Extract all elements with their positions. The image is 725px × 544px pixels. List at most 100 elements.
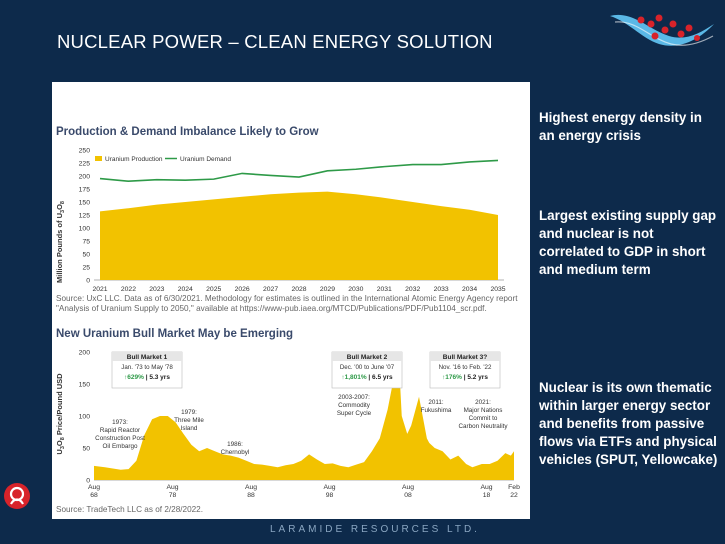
- event-annotation: 2011:Fukushima: [421, 399, 452, 414]
- chart1-x-tick-label: 2022: [121, 286, 136, 293]
- chart1-x-tick-label: 2028: [291, 286, 306, 293]
- chart2-x-tick-label: 88: [247, 492, 255, 499]
- chart1-x-tick-label: 2024: [178, 286, 193, 293]
- event-annotation-line: 2003-2007:: [338, 394, 370, 401]
- bull-market-dates: Dec. '00 to June '07: [340, 364, 395, 371]
- red-atom-logo-icon: [4, 483, 30, 509]
- chart2-x-tick-label: Feb: [508, 484, 520, 491]
- chart1-x-tick-label: 2033: [434, 286, 449, 293]
- chart2-y-tick-label: 50: [82, 446, 90, 453]
- chart1-y-tick-label: 0: [86, 278, 90, 285]
- chart1-x-tick-label: 2026: [235, 286, 250, 293]
- production-demand-chart: Million Pounds of U3O8 0 25 50 75 100 125 150 1…: [55, 148, 506, 294]
- event-annotation-line: Construction Post: [95, 435, 145, 442]
- chart1-x-tick-label: 2034: [462, 286, 477, 293]
- uranium-production-area: [100, 191, 498, 280]
- chart2-title: New Uranium Bull Market May be Emerging: [56, 328, 294, 340]
- event-annotation-line: Commit to: [469, 415, 498, 422]
- chart1-source-line1: Source: UxC LLC. Data as of 6/30/2021. M…: [56, 294, 518, 303]
- uranium-demand-line: [99, 159, 499, 183]
- key-point-energy-density: Highest energy density in an energy cris…: [539, 110, 702, 143]
- chart1-x-tick-label: 2031: [377, 286, 392, 293]
- chart1-y-tick-label: 150: [79, 200, 91, 207]
- chart1-x-tick-label: 2030: [348, 286, 363, 293]
- key-point-supply-gap: Largest existing supply gap and nuclear …: [539, 208, 717, 277]
- chart1-y-tick-label: 125: [79, 213, 91, 220]
- chart2-x-tick-label: Aug: [480, 484, 492, 491]
- bull-market-dates: Jan. '73 to May '78: [121, 364, 173, 371]
- event-annotation-line: 2021:: [475, 399, 491, 406]
- chart2-x-tick-label: 08: [404, 492, 412, 499]
- bull-market-title: Bull Market 3?: [443, 354, 487, 361]
- chart1-x-tick-label: 2021: [92, 286, 107, 293]
- charts-area: Production & Demand Imbalance Likely to …: [52, 82, 530, 519]
- chart2-x-tick-label: Aug: [402, 484, 414, 491]
- chart1-y-tick-label: 225: [79, 161, 91, 168]
- chart2-x-tick-label: Aug: [88, 484, 100, 491]
- event-annotation: 1986:Chernobyl: [221, 441, 250, 456]
- event-annotation-line: Chernobyl: [221, 449, 250, 456]
- chart2-y-tick-label: 0: [86, 478, 90, 485]
- company-logo-icon: [610, 14, 714, 46]
- chart2-x-tick-label: Aug: [245, 484, 257, 491]
- chart1-x-tick-label: 2032: [405, 286, 420, 293]
- chart2-x-tick-label: Aug: [166, 484, 178, 491]
- chart1-title: Production & Demand Imbalance Likely to …: [56, 126, 319, 138]
- bull-market-title: Bull Market 1: [127, 354, 168, 361]
- slide-title: NUCLEAR POWER – CLEAN ENERGY SOLUTION: [57, 31, 493, 52]
- legend-label-production: Uranium Production: [105, 156, 163, 163]
- event-annotation-line: Island: [181, 425, 198, 432]
- bull-market-gain: ↑1,801% | 6.5 yrs: [341, 374, 393, 381]
- footer-strip: [52, 519, 530, 544]
- event-annotation-line: Rapid Reactor: [100, 427, 140, 434]
- bull-market-box: Bull Market 1 Jan. '73 to May '78 ↑629% | …: [111, 351, 183, 389]
- chart2-y-tick-label: 150: [79, 382, 91, 389]
- bull-market-dates: Nov. '16 to Feb. '22: [439, 364, 492, 371]
- chart1-y-tick-label: 250: [79, 148, 91, 155]
- bull-market-box: Bull Market 2 Dec. '00 to June '07 ↑1,801%…: [331, 351, 403, 389]
- event-annotation-line: Commodity: [338, 402, 371, 409]
- chart2-x-tick-label: 22: [510, 492, 518, 499]
- chart2-y-axis-label: U3O8 Price/Pound USD: [55, 373, 66, 455]
- chart2-y-tick-label: 100: [79, 414, 91, 421]
- chart1-x-tick-label: 2025: [206, 286, 221, 293]
- left-border-strip: [0, 82, 52, 544]
- slide-header: [0, 0, 725, 82]
- bull-market-title: Bull Market 2: [347, 354, 388, 361]
- chart1-source-line2: "Analysis of Uranium Supply to 2050," av…: [56, 304, 487, 313]
- legend-swatch-production: [95, 156, 102, 161]
- event-annotation-line: Major Nations: [464, 407, 503, 414]
- event-annotation-line: Super Cycle: [337, 410, 372, 417]
- chart1-x-tick-label: 2029: [320, 286, 335, 293]
- chart1-y-tick-label: 25: [82, 265, 90, 272]
- chart2-x-tick-label: 18: [483, 492, 491, 499]
- bull-market-gain: ↑176% | 5.2 yrs: [442, 374, 488, 381]
- footer-company-name: LARAMIDE RESOURCES LTD.: [270, 524, 480, 535]
- chart1-y-axis-label: Million Pounds of U3O8: [55, 201, 66, 283]
- chart2-x-tick-label: 78: [169, 492, 177, 499]
- chart1-y-tick-label: 100: [79, 226, 91, 233]
- chart1-legend: Uranium Production Uranium Demand: [95, 156, 231, 163]
- chart1-y-tick-label: 200: [79, 174, 91, 181]
- bull-market-gain: ↑629% | 5.3 yrs: [124, 374, 170, 381]
- uranium-price-area: [94, 355, 514, 480]
- chart1-y-tick-label: 50: [82, 252, 90, 259]
- legend-label-demand: Uranium Demand: [180, 156, 231, 163]
- key-point-thematic: Nuclear is its own thematic within large…: [539, 380, 718, 467]
- event-annotation-line: 1979:: [181, 409, 197, 416]
- chart2-source: Source: TradeTech LLC as of 2/28/2022.: [56, 505, 204, 514]
- chart2-x-tick-label: 68: [90, 492, 98, 499]
- chart2-x-tick-label: Aug: [323, 484, 335, 491]
- chart2-y-tick-label: 200: [79, 350, 91, 357]
- key-points-panel: Highest energy density in an energy cris…: [530, 82, 725, 544]
- event-annotation-line: Oil Embargo: [103, 443, 138, 450]
- event-annotation-line: 1973:: [112, 419, 128, 426]
- bull-market-box: Bull Market 3? Nov. '16 to Feb. '22 ↑176% …: [429, 351, 501, 389]
- event-annotation-line: Fukushima: [421, 407, 452, 414]
- chart1-x-tick-label: 2035: [490, 286, 505, 293]
